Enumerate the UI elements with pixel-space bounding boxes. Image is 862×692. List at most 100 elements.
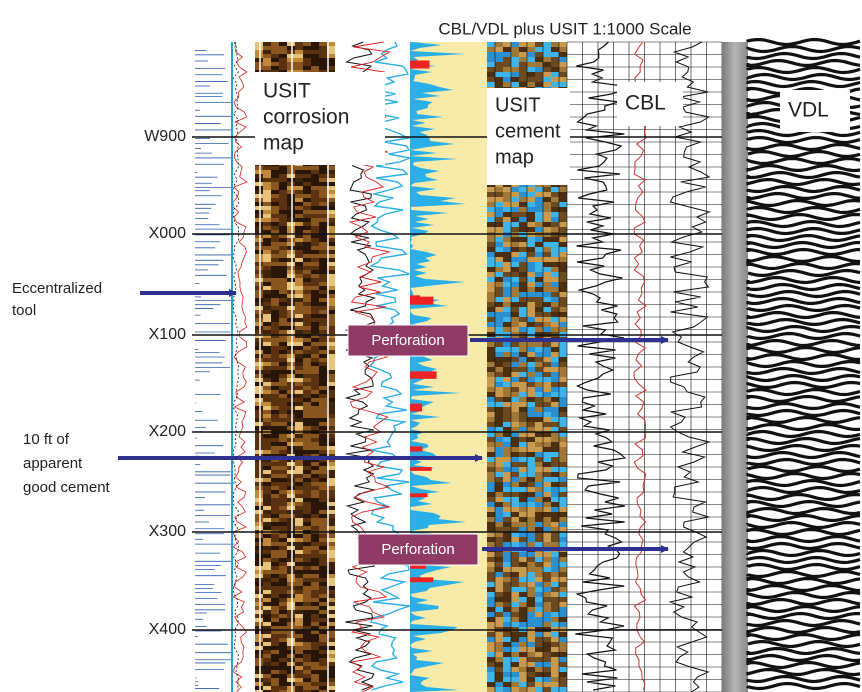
- map-cell: [295, 250, 303, 254]
- map-cell: [311, 582, 319, 586]
- map-cell: [319, 510, 327, 514]
- map-cell: [319, 294, 327, 298]
- map-cell: [287, 366, 295, 370]
- map-cell: [271, 202, 279, 206]
- annotation: apparent: [23, 455, 83, 472]
- map-cell: [543, 342, 551, 347]
- map-cell: [527, 472, 535, 477]
- map-cell: [543, 497, 551, 502]
- map-cell: [551, 562, 559, 567]
- map-cell: [303, 562, 311, 566]
- map-cell: [287, 46, 295, 50]
- map-cell: [279, 358, 287, 362]
- map-cell: [551, 322, 559, 327]
- map-cell: [495, 682, 503, 687]
- map-cell: [287, 310, 295, 314]
- map-cell: [255, 422, 263, 426]
- map-cell: [495, 217, 503, 222]
- map-cell: [279, 350, 287, 354]
- map-cell: [511, 62, 519, 67]
- map-cell: [559, 592, 567, 597]
- map-cell: [287, 254, 295, 258]
- map-cell: [519, 242, 527, 247]
- map-cell: [255, 42, 263, 46]
- map-cell: [543, 417, 551, 422]
- map-cell: [535, 612, 543, 617]
- map-cell: [311, 62, 319, 66]
- map-cell: [303, 502, 311, 506]
- map-cell: [319, 566, 327, 570]
- map-cell: [319, 554, 327, 558]
- map-cell: [271, 54, 279, 58]
- map-cell: [527, 317, 535, 322]
- map-cell: [263, 186, 271, 190]
- map-cell: [551, 297, 559, 302]
- map-cell: [551, 192, 559, 197]
- map-cell: [303, 402, 311, 406]
- map-cell: [271, 434, 279, 438]
- map-cell: [263, 274, 271, 278]
- map-cell: [255, 546, 263, 550]
- map-cell: [255, 538, 263, 542]
- map-cell: [487, 422, 495, 427]
- map-cell: [279, 490, 287, 494]
- map-cell: [255, 470, 263, 474]
- map-cell: [559, 667, 567, 672]
- map-cell: [487, 482, 495, 487]
- map-cell: [303, 650, 311, 654]
- map-cell: [263, 190, 271, 194]
- map-cell: [303, 422, 311, 426]
- map-cell: [271, 610, 279, 614]
- map-cell: [519, 42, 527, 47]
- map-cell: [319, 650, 327, 654]
- map-cell: [279, 166, 287, 170]
- map-cell: [559, 347, 567, 352]
- map-cell: [503, 637, 511, 642]
- map-cell: [271, 218, 279, 222]
- map-cell: [303, 246, 311, 250]
- map-cell: [495, 187, 503, 192]
- map-cell: [511, 307, 519, 312]
- map-cell: [319, 502, 327, 506]
- map-cell: [519, 212, 527, 217]
- map-cell: [551, 57, 559, 62]
- map-cell: [319, 346, 327, 350]
- map-cell: [495, 222, 503, 227]
- map-cell: [271, 578, 279, 582]
- map-cell: [271, 410, 279, 414]
- map-cell: [279, 278, 287, 282]
- map-cell: [527, 222, 535, 227]
- map-cell: [271, 634, 279, 638]
- map-cell: [519, 642, 527, 647]
- map-cell: [535, 517, 543, 522]
- map-cell: [271, 50, 279, 54]
- map-cell: [287, 406, 295, 410]
- map-cell: [551, 567, 559, 572]
- map-cell: [295, 414, 303, 418]
- map-cell: [559, 517, 567, 522]
- map-cell: [511, 237, 519, 242]
- map-cell: [511, 292, 519, 297]
- map-cell: [271, 322, 279, 326]
- map-cell: [519, 47, 527, 52]
- map-cell: [511, 617, 519, 622]
- map-cell: [295, 474, 303, 478]
- map-cell: [495, 597, 503, 602]
- map-cell: [287, 390, 295, 394]
- map-cell: [495, 602, 503, 607]
- map-cell: [295, 302, 303, 306]
- map-cell: [519, 577, 527, 582]
- map-cell: [263, 346, 271, 350]
- map-cell: [255, 550, 263, 554]
- map-cell: [503, 252, 511, 257]
- map-cell: [263, 606, 271, 610]
- map-cell: [543, 287, 551, 292]
- map-cell: [255, 390, 263, 394]
- map-cell: [279, 502, 287, 506]
- map-cell: [519, 507, 527, 512]
- map-cell: [535, 227, 543, 232]
- amplitude-red: [410, 60, 429, 68]
- map-cell: [263, 650, 271, 654]
- map-cell: [551, 572, 559, 577]
- map-cell: [495, 482, 503, 487]
